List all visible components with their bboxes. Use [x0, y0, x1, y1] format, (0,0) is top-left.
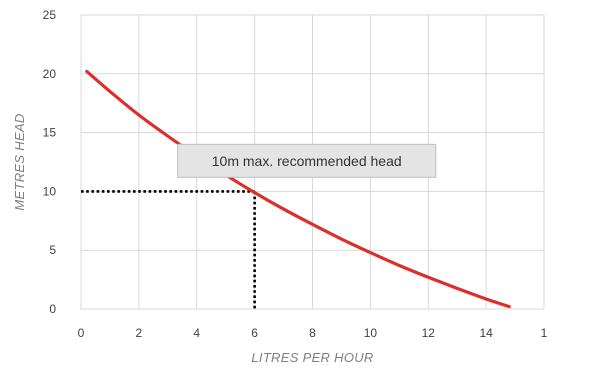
- x-tick-label: 12: [422, 326, 436, 340]
- x-axis-title: LITRES PER HOUR: [251, 350, 373, 365]
- x-tick-label: 2: [136, 326, 143, 340]
- x-tick-label: 1: [541, 326, 548, 340]
- y-axis-ticks: 0 5 10 15 20 25: [43, 8, 57, 316]
- x-tick-label: 10: [364, 326, 378, 340]
- y-tick-label: 10: [43, 184, 57, 198]
- x-tick-label: 14: [479, 326, 493, 340]
- x-tick-label: 0: [78, 326, 85, 340]
- x-tick-label: 6: [251, 326, 258, 340]
- x-tick-label: 8: [309, 326, 316, 340]
- annotation-text: 10m max. recommended head: [212, 153, 402, 169]
- y-tick-label: 25: [43, 8, 57, 22]
- annotation-box: [177, 143, 437, 178]
- annotation: 10m max. recommended head: [177, 143, 437, 178]
- x-tick-label: 4: [193, 326, 200, 340]
- y-tick-label: 0: [49, 302, 56, 316]
- y-axis-title: METRES HEAD: [12, 113, 27, 210]
- reference-lines: [81, 190, 256, 309]
- y-tick-label: 20: [43, 67, 57, 81]
- y-tick-label: 15: [43, 126, 57, 140]
- series-line: [85, 69, 511, 309]
- series: [85, 69, 511, 309]
- x-axis-ticks: 0 2 4 6 8 10 12 14 1: [78, 326, 548, 340]
- y-tick-label: 5: [49, 243, 56, 257]
